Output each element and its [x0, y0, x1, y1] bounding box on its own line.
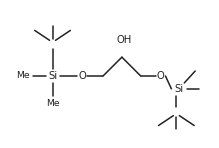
Text: Me: Me	[16, 71, 30, 81]
Text: Si: Si	[48, 71, 57, 81]
Text: O: O	[78, 71, 86, 81]
Text: Me: Me	[46, 99, 59, 108]
Text: OH: OH	[116, 35, 131, 45]
Text: Si: Si	[175, 84, 184, 94]
Text: O: O	[157, 71, 164, 81]
